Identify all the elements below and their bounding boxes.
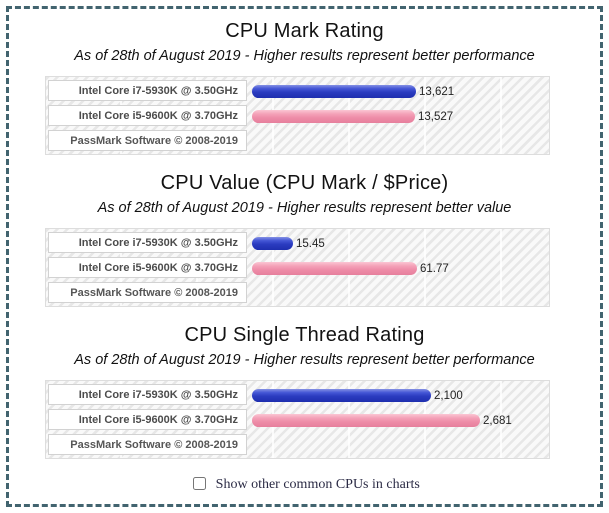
show-other-cpus-row: Show other common CPUs in charts <box>9 474 600 493</box>
chart-row: Intel Core i5-9600K @ 3.70GHz 2,681 <box>46 409 549 432</box>
cpu-value-chart: Intel Core i7-5930K @ 3.50GHz 15.45 Inte… <box>45 228 550 307</box>
chart-row: Intel Core i5-9600K @ 3.70GHz 61.77 <box>46 257 549 280</box>
chart-subtitle-cpu-value: As of 28th of August 2019 - Higher resul… <box>97 200 512 216</box>
chart-footer-row: PassMark Software © 2008-2019 <box>46 282 549 305</box>
cpu-label: Intel Core i7-5930K @ 3.50GHz <box>78 388 238 401</box>
cpu-mark-chart: Intel Core i7-5930K @ 3.50GHz 13,621 Int… <box>45 76 550 155</box>
chart-title-cpu-value: CPU Value (CPU Mark / $Price) <box>160 172 449 194</box>
chart-row: Intel Core i7-5930K @ 3.50GHz 2,100 <box>46 384 549 407</box>
chart-subtitle-cpu-mark: As of 28th of August 2019 - Higher resul… <box>74 48 535 64</box>
cpu-single-thread-chart: Intel Core i7-5930K @ 3.50GHz 2,100 Inte… <box>45 380 550 459</box>
bar-i7-5930k <box>252 85 416 98</box>
passmark-footer-cell: PassMark Software © 2008-2019 <box>48 282 247 303</box>
bar-value: 13,621 <box>419 86 455 98</box>
bar-i5-9600k <box>252 110 415 123</box>
passmark-footer-label: PassMark Software © 2008-2019 <box>70 286 238 299</box>
cpu-label-cell: Intel Core i5-9600K @ 3.70GHz <box>48 409 247 430</box>
bar-i5-9600k <box>252 262 417 275</box>
show-other-cpus-label-text: Show other common CPUs in charts <box>215 477 420 492</box>
chart-footer-row: PassMark Software © 2008-2019 <box>46 434 549 457</box>
chart-row: Intel Core i5-9600K @ 3.70GHz 13,527 <box>46 105 549 128</box>
chart-title-cpu-mark: CPU Mark Rating <box>225 20 384 42</box>
bar-value: 13,527 <box>418 111 454 123</box>
passmark-footer-label: PassMark Software © 2008-2019 <box>70 134 238 147</box>
cpu-label: Intel Core i7-5930K @ 3.50GHz <box>78 236 238 249</box>
chart-row: Intel Core i7-5930K @ 3.50GHz 13,621 <box>46 80 549 103</box>
show-other-cpus-label[interactable]: Show other common CPUs in charts <box>189 477 420 492</box>
passmark-footer-cell: PassMark Software © 2008-2019 <box>48 434 247 455</box>
bar-i5-9600k <box>252 414 480 427</box>
chart-subtitle-single-thread: As of 28th of August 2019 - Higher resul… <box>74 352 535 368</box>
cpu-label-cell: Intel Core i5-9600K @ 3.70GHz <box>48 257 247 278</box>
cpu-label-cell: Intel Core i7-5930K @ 3.50GHz <box>48 80 247 101</box>
cpu-label-cell: Intel Core i7-5930K @ 3.50GHz <box>48 232 247 253</box>
bar-value: 61.77 <box>420 263 449 275</box>
page-dashed-border: CPU Mark Rating As of 28th of August 201… <box>6 6 603 507</box>
cpu-label: Intel Core i5-9600K @ 3.70GHz <box>78 413 238 426</box>
cpu-label: Intel Core i5-9600K @ 3.70GHz <box>78 261 238 274</box>
bar-value: 2,681 <box>483 415 512 427</box>
bar-value: 2,100 <box>434 390 463 402</box>
chart-title-single-thread: CPU Single Thread Rating <box>184 324 425 346</box>
cpu-label-cell: Intel Core i5-9600K @ 3.70GHz <box>48 105 247 126</box>
passmark-footer-cell: PassMark Software © 2008-2019 <box>48 130 247 151</box>
passmark-footer-label: PassMark Software © 2008-2019 <box>70 438 238 451</box>
chart-footer-row: PassMark Software © 2008-2019 <box>46 130 549 153</box>
cpu-label: Intel Core i5-9600K @ 3.70GHz <box>78 109 238 122</box>
chart-row: Intel Core i7-5930K @ 3.50GHz 15.45 <box>46 232 549 255</box>
bar-i7-5930k <box>252 237 293 250</box>
bar-value: 15.45 <box>296 238 325 250</box>
charts-page: CPU Mark Rating As of 28th of August 201… <box>9 9 600 504</box>
bar-i7-5930k <box>252 389 431 402</box>
cpu-label-cell: Intel Core i7-5930K @ 3.50GHz <box>48 384 247 405</box>
show-other-cpus-checkbox[interactable] <box>193 477 207 490</box>
cpu-label: Intel Core i7-5930K @ 3.50GHz <box>78 84 238 97</box>
